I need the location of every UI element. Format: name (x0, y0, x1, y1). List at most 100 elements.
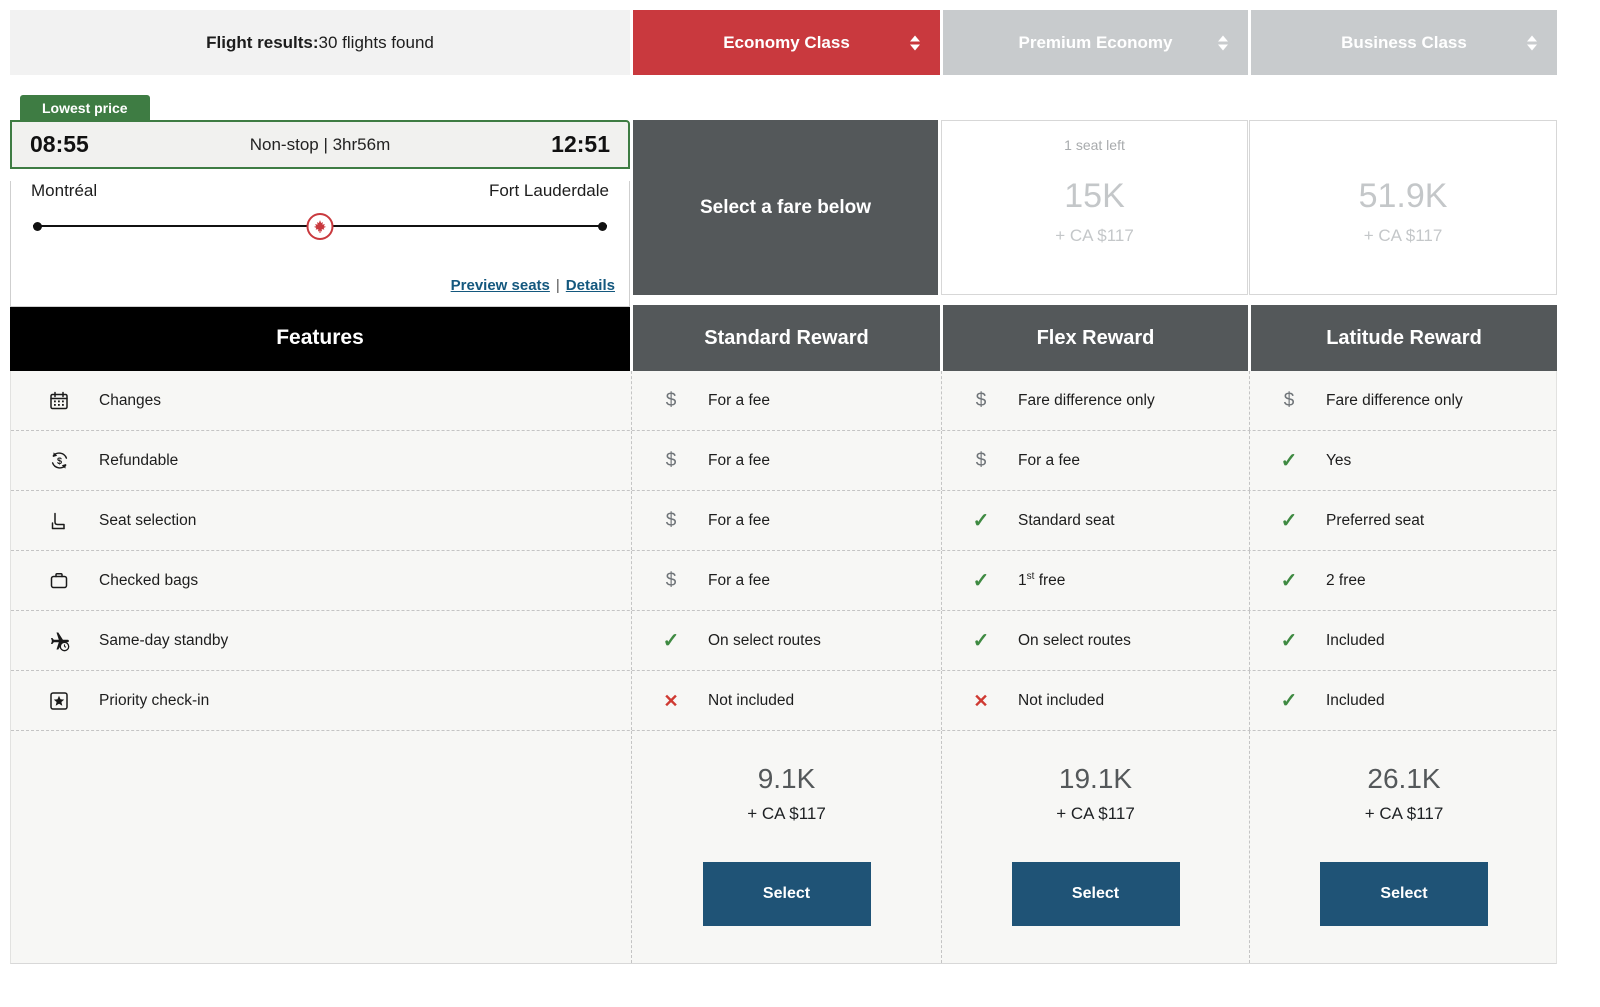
business-class-fare-cell[interactable]: 51.9K + CA $117 (1249, 120, 1557, 295)
feature-value-text: Not included (1018, 692, 1104, 710)
premium-economy-cash: + CA $117 (942, 226, 1247, 246)
flex-reward-cash: + CA $117 (942, 804, 1249, 824)
feature-value-cell: ✓Yes (1249, 431, 1558, 490)
feature-value-text: For a fee (708, 512, 770, 530)
feature-cell: Same-day standby (11, 611, 631, 670)
sort-arrows-icon (910, 35, 920, 50)
feature-value-text: For a fee (1018, 452, 1080, 470)
x-icon: ✕ (970, 692, 992, 710)
dollar-icon: $ (970, 451, 992, 470)
links-divider: | (556, 277, 560, 294)
sort-arrows-icon (1527, 35, 1537, 50)
check-icon: ✓ (1278, 691, 1300, 711)
select-latitude-reward-button[interactable]: Select (1320, 862, 1488, 926)
feature-cell: Checked bags (11, 551, 631, 610)
seat-icon (47, 510, 71, 532)
feature-row: Seat selection$For a fee✓Standard seat✓P… (11, 491, 1556, 551)
feature-value-cell: ✓ Included (1249, 611, 1558, 670)
check-icon: ✓ (1278, 451, 1300, 471)
feature-value-cell: ✕Not included (631, 671, 941, 730)
stops-duration: Non-stop | 3hr56m (250, 135, 390, 155)
feature-cell: $ Refundable (11, 431, 631, 490)
feature-label: Seat selection (99, 512, 196, 530)
origin-dot-icon (33, 222, 42, 231)
feature-label: Changes (99, 392, 161, 410)
flex-reward-price-cell: 19.1K + CA $117 Select (941, 731, 1249, 963)
latitude-reward-price-cell: 26.1K + CA $117 Select (1249, 731, 1558, 963)
feature-value-text: For a fee (708, 392, 770, 410)
column-header-flex-reward: Flex Reward (943, 305, 1248, 371)
feature-value-text: Included (1326, 692, 1385, 710)
feature-label: Refundable (99, 452, 178, 470)
feature-value-cell: ✕ Not included (941, 671, 1249, 730)
flight-row: Lowest price 08:55 Non-stop | 3hr56m 12:… (10, 95, 1557, 295)
feature-value-text: 2 free (1326, 572, 1366, 590)
tab-business-class[interactable]: Business Class (1251, 10, 1557, 75)
details-link[interactable]: Details (566, 277, 615, 294)
feature-row: Same-day standby✓On select routes✓On sel… (11, 611, 1556, 671)
feature-value-cell: ✓1st free (941, 551, 1249, 610)
feature-row: $Refundable$For a fee$For a fee✓Yes (11, 431, 1556, 491)
tab-economy-label: Economy Class (723, 33, 850, 53)
check-icon: ✓ (660, 631, 682, 651)
feature-value-cell: $For a fee (631, 551, 941, 610)
departure-time: 08:55 (30, 131, 89, 158)
bag-icon (47, 570, 71, 592)
lowest-price-badge: Lowest price (20, 95, 150, 121)
standard-reward-cash: + CA $117 (632, 804, 941, 824)
tab-premium-label: Premium Economy (1019, 33, 1173, 53)
seats-left-note: 1 seat left (942, 137, 1247, 157)
seats-left-note (1250, 137, 1556, 157)
feature-value-cell: $ For a fee (631, 491, 941, 550)
feature-value-text: For a fee (708, 452, 770, 470)
feature-value-text: Fare difference only (1018, 392, 1155, 410)
feature-label: Checked bags (99, 572, 198, 590)
feature-row: Checked bags $For a fee✓1st free ✓ 2 free (11, 551, 1556, 611)
tab-business-label: Business Class (1341, 33, 1467, 53)
origin-city: Montréal (31, 181, 97, 201)
feature-value-text: Fare difference only (1326, 392, 1463, 410)
select-fare-prompt: Select a fare below (633, 120, 938, 295)
arrival-time: 12:51 (551, 131, 610, 158)
destination-city: Fort Lauderdale (489, 181, 609, 201)
flight-card-body: Montréal Fort Lauderdale (10, 181, 630, 307)
preview-seats-link[interactable]: Preview seats (451, 277, 550, 294)
pricing-row: 9.1K + CA $117 Select 19.1K + CA $117 Se… (11, 731, 1556, 963)
destination-dot-icon (598, 222, 607, 231)
feature-value-cell: $For a fee (631, 371, 941, 430)
feature-value-text: On select routes (708, 632, 821, 650)
route-graphic (33, 213, 607, 239)
select-standard-reward-button[interactable]: Select (703, 862, 871, 926)
flight-card-cell: Lowest price 08:55 Non-stop | 3hr56m 12:… (10, 95, 630, 295)
sort-arrows-icon (1218, 35, 1228, 50)
feature-value-cell: ✓ 2 free (1249, 551, 1558, 610)
feature-value-cell: $Fare difference only (941, 371, 1249, 430)
tab-economy-class[interactable]: Economy Class (633, 10, 940, 75)
feature-value-text: 1st free (1018, 571, 1065, 590)
feature-value-cell: ✓ Included (1249, 671, 1558, 730)
dollar-icon: $ (660, 511, 682, 530)
tab-premium-economy[interactable]: Premium Economy (943, 10, 1248, 75)
premium-economy-fare-cell[interactable]: 1 seat left 15K + CA $117 (941, 120, 1248, 295)
feature-row: Changes$For a fee$Fare difference only$F… (11, 371, 1556, 431)
select-flex-reward-button[interactable]: Select (1012, 862, 1180, 926)
results-label: Flight results: (206, 33, 318, 53)
feature-value-cell: ✓ On select routes (631, 611, 941, 670)
svg-text:$: $ (56, 456, 61, 466)
calendar-icon (47, 390, 71, 412)
check-icon: ✓ (1278, 571, 1300, 591)
business-class-points: 51.9K (1250, 177, 1556, 216)
standby-plane-icon (47, 629, 71, 653)
feature-cell: Priority check-in (11, 671, 631, 730)
check-icon: ✓ (1278, 631, 1300, 651)
feature-value-text: Included (1326, 632, 1385, 650)
check-icon: ✓ (1278, 511, 1300, 531)
feature-value-cell: ✓On select routes (941, 611, 1249, 670)
flight-card: 08:55 Non-stop | 3hr56m 12:51 Montréal F… (10, 120, 630, 295)
pricing-empty-cell (11, 731, 631, 963)
results-count: 30 flights found (319, 33, 434, 53)
priority-star-icon (47, 690, 71, 712)
standard-reward-price-cell: 9.1K + CA $117 Select (631, 731, 941, 963)
flex-reward-points: 19.1K (942, 763, 1249, 795)
premium-economy-points: 15K (942, 177, 1247, 216)
